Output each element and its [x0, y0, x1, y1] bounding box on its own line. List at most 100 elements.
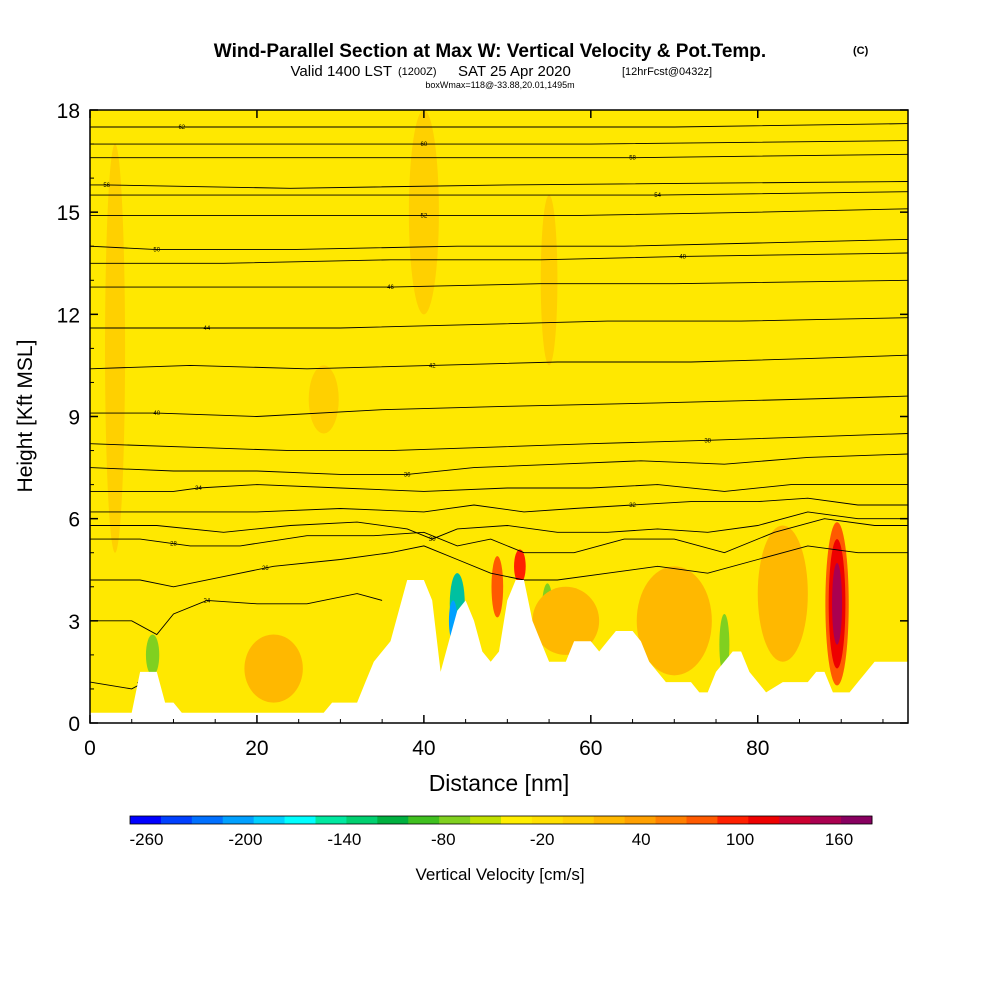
y-tick-label: 18: [57, 100, 80, 123]
colorbar-tick-label: -260: [129, 830, 163, 849]
isentrope-line: [90, 208, 908, 217]
isentrope-label: 48: [679, 254, 686, 260]
colorbar: [129, 815, 873, 825]
isentrope-label: 50: [153, 248, 160, 254]
colorbar-tick-label: 40: [632, 830, 651, 849]
colorbar-swatch: [531, 816, 564, 824]
colorbar-swatch: [284, 816, 316, 824]
velocity-cell: [408, 110, 439, 315]
velocity-cell: [105, 144, 126, 553]
velocity-cell: [757, 525, 808, 662]
x-tick-label: 80: [746, 737, 769, 760]
subtitle-box: boxWmax=118@-33.88,20.01,1495m: [425, 80, 574, 90]
colorbar-swatch: [439, 816, 471, 824]
isentrope-label: 36: [404, 472, 411, 478]
colorbar-swatch: [377, 816, 409, 824]
subtitle-valid: Valid 1400 LST: [291, 63, 392, 80]
velocity-cell: [832, 562, 843, 645]
isentrope-label: 62: [178, 125, 185, 131]
isentrope-line: [90, 433, 908, 452]
chart-title-tag: (C): [853, 45, 869, 57]
colorbar-swatch: [470, 816, 502, 824]
velocity-shading: [105, 110, 849, 703]
x-tick-label: 0: [84, 737, 96, 760]
isentrope-lines: [90, 123, 908, 690]
colorbar-swatch: [315, 816, 347, 824]
isentrope-line: [90, 279, 908, 288]
colorbar-label: Vertical Velocity [cm/s]: [415, 865, 584, 884]
colorbar-swatch: [655, 816, 687, 824]
velocity-cell: [491, 556, 504, 618]
isentrope-label: 52: [421, 214, 428, 220]
isentrope-label: 54: [654, 193, 661, 199]
colorbar-tick-label: 160: [825, 830, 853, 849]
colorbar-swatch: [717, 816, 749, 824]
colorbar-tick-label: -200: [228, 830, 262, 849]
subtitle-date: SAT 25 Apr 2020: [458, 63, 571, 80]
colorbar-swatch: [160, 816, 193, 824]
terrain: [90, 580, 908, 723]
isentrope-label: 28: [170, 542, 177, 548]
colorbar-ticks: -260 -200 -140 -80 -20 40 100 160: [129, 830, 853, 849]
isentrope-line: [90, 395, 908, 417]
isentrope-label: 46: [387, 285, 394, 291]
x-axis-label: Distance [nm]: [429, 770, 570, 796]
isentrope-line: [90, 593, 383, 636]
colorbar-swatch: [686, 816, 718, 824]
x-tick-label: 40: [412, 737, 435, 760]
isentrope-line: [90, 123, 908, 128]
colorbar-swatch: [408, 816, 440, 824]
y-axis-label: Height [Kft MSL]: [14, 340, 37, 493]
isentrope-line: [90, 181, 908, 189]
isentrope-label: 30: [429, 537, 436, 543]
isentrope-label: 24: [204, 598, 211, 604]
colorbar-frame: [129, 815, 873, 825]
colorbar-tick-label: -140: [327, 830, 361, 849]
isentrope-label: 40: [153, 411, 160, 417]
isentrope-label: 44: [204, 326, 211, 332]
colorbar-swatch: [841, 816, 873, 824]
isentrope-line: [90, 317, 908, 329]
isentrope-label: 60: [421, 142, 428, 148]
velocity-cell: [532, 586, 600, 655]
isentrope-label: 38: [704, 438, 711, 444]
colorbar-tick-label: -20: [530, 830, 555, 849]
isentrope-line: [90, 518, 908, 554]
isentrope-line: [90, 453, 908, 475]
colorbar-swatch: [810, 816, 842, 824]
isentrope-line: [90, 484, 908, 492]
colorbar-swatch: [191, 816, 224, 824]
isentrope-line: [90, 511, 908, 540]
chart-title: Wind-Parallel Section at Max W: Vertical…: [214, 41, 766, 62]
isentrope-label: 58: [629, 156, 636, 162]
isentrope-line: [90, 140, 908, 145]
colorbar-swatch: [562, 816, 595, 824]
velocity-cell: [636, 566, 712, 676]
colorbar-swatch: [130, 816, 162, 824]
colorbar-swatch: [222, 816, 255, 824]
isentrope-label: 32: [629, 503, 636, 509]
y-tick-label: 15: [57, 202, 80, 225]
colorbar-swatch: [346, 816, 378, 824]
velocity-cell: [244, 634, 303, 703]
colorbar-tick-label: -80: [431, 830, 456, 849]
y-tick-label: 0: [68, 713, 80, 736]
y-tick-label: 6: [68, 509, 80, 532]
x-tick-label: 20: [245, 737, 268, 760]
velocity-cell: [514, 549, 526, 584]
isentrope-label: 26: [262, 566, 269, 572]
velocity-cell: [540, 195, 558, 366]
isentrope-label: 42: [429, 363, 436, 369]
isentrope-label: 34: [195, 486, 202, 492]
colorbar-swatch: [779, 816, 811, 824]
isentrope-line: [90, 354, 908, 370]
isentrope-line: [90, 497, 908, 513]
isentrope-line: [90, 153, 908, 159]
colorbar-tick-label: 100: [726, 830, 754, 849]
isentrope-line: [90, 545, 908, 588]
x-tick-label: 60: [579, 737, 602, 760]
velocity-cell: [308, 365, 339, 434]
colorbar-swatch: [748, 816, 780, 824]
